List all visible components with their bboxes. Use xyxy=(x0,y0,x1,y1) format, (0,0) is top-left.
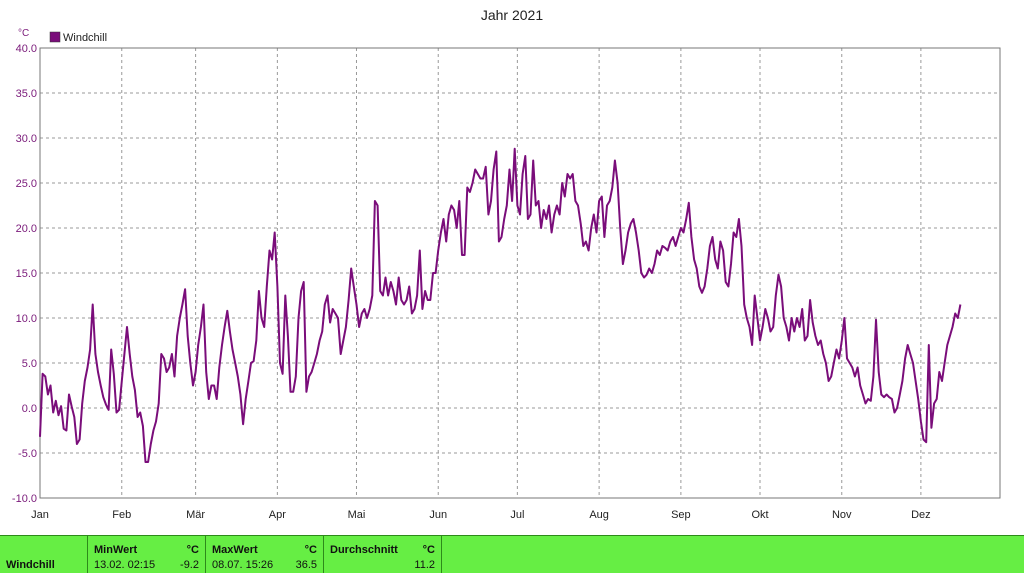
stat-avg-label: Durchschnitt xyxy=(330,544,398,556)
grid xyxy=(40,48,1000,498)
series-line-windchill xyxy=(39,147,962,463)
x-tick-label: Aug xyxy=(589,509,609,521)
tick-labels: 40.0 35.0 30.0 25.0 20.0 15.0 10.0 5.0 0.0 -5.0 -1… xyxy=(12,43,931,521)
stat-max-unit: °C xyxy=(304,544,317,556)
x-tick-label: Sep xyxy=(671,509,691,521)
y-axis-unit: °C xyxy=(18,28,29,39)
x-tick-label: Feb xyxy=(112,509,131,521)
y-tick-label: 0.0 xyxy=(22,403,37,415)
plot-frame xyxy=(39,47,1001,499)
legend-swatch xyxy=(49,31,61,43)
stat-min-label: MinWert xyxy=(94,544,138,556)
stat-avg-unit: °C xyxy=(422,544,435,556)
y-tick-label: 20.0 xyxy=(16,223,37,235)
x-tick-label: Jun xyxy=(429,509,447,521)
y-tick-label: 30.0 xyxy=(16,133,37,145)
x-tick-label: Okt xyxy=(751,509,768,521)
stat-min-cell: MinWert °C 13.02. 02:15 -9.2 xyxy=(88,536,206,573)
legend-label: Windchill xyxy=(63,32,107,44)
stat-max-date: 08.07. 15:26 xyxy=(212,559,274,571)
chart-svg: Jahr 2021 °C Windchill 40.0 35.0 30.0 25.0 2… xyxy=(12,7,1001,521)
y-tick-label: 35.0 xyxy=(16,88,37,100)
stat-max-value: 36.5 xyxy=(295,559,317,571)
y-tick-label: 40.0 xyxy=(16,43,37,55)
x-tick-label: Jul xyxy=(510,509,524,521)
x-tick-label: Mär xyxy=(186,509,205,521)
y-tick-label: 5.0 xyxy=(22,358,37,370)
stat-min-date: 13.02. 02:15 xyxy=(94,559,156,571)
statistics-bar: Windchill MinWert °C 13.02. 02:15 -9.2 M… xyxy=(0,535,1024,573)
x-tick-label: Dez xyxy=(911,509,931,521)
chart-title: Jahr 2021 xyxy=(481,7,543,23)
x-tick-label: Nov xyxy=(832,509,852,521)
stat-max-label: MaxWert xyxy=(212,544,258,556)
x-tick-label: Mai xyxy=(348,509,366,521)
stat-min-value: -9.2 xyxy=(180,559,199,571)
stat-series-name: Windchill xyxy=(6,559,55,571)
stat-max-cell: MaxWert °C 08.07. 15:26 36.5 xyxy=(206,536,324,573)
y-tick-label: 10.0 xyxy=(16,313,37,325)
x-tick-label: Apr xyxy=(269,509,286,521)
stat-series-cell: Windchill xyxy=(0,536,88,573)
y-tick-label: 15.0 xyxy=(16,268,37,280)
stat-min-unit: °C xyxy=(186,544,199,556)
y-tick-label: -10.0 xyxy=(12,493,37,505)
chart-area: Jahr 2021 °C Windchill 40.0 35.0 30.0 25.0 2… xyxy=(12,7,1001,521)
y-tick-label: -5.0 xyxy=(18,448,37,460)
y-tick-label: 25.0 xyxy=(16,178,37,190)
stat-avg-value: 11.2 xyxy=(414,559,435,571)
stat-avg-cell: Durchschnitt °C 11.2 xyxy=(324,536,442,573)
x-tick-label: Jan xyxy=(31,509,49,521)
